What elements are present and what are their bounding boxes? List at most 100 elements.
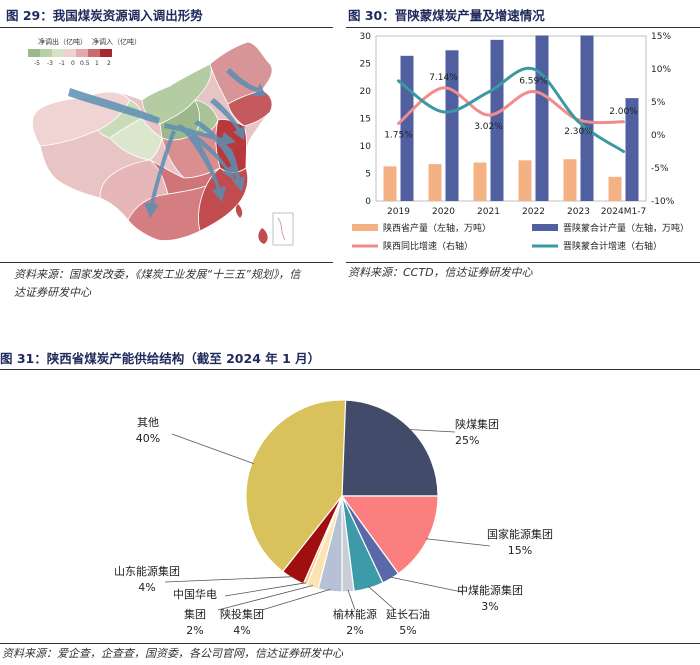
legend-swatches — [28, 49, 112, 57]
line-total-growth — [397, 66, 625, 153]
south-sea-inset — [272, 212, 294, 246]
bar-shaanxi-2022 — [518, 160, 532, 201]
fig31-bottom-rule — [0, 643, 700, 644]
data-label: 3.02% — [474, 122, 503, 132]
x-axis-tick: 2020 — [432, 207, 455, 217]
x-axis-tick: 2022 — [522, 207, 545, 217]
line-shaanxi-growth — [397, 86, 625, 125]
slice-pct-label: 15% — [508, 544, 532, 557]
legend-label: 晋陕蒙合计增速（右轴） — [563, 240, 662, 252]
x-axis-tick: 2021 — [477, 207, 500, 217]
fig31-source: 资料来源：爱企查，企查查，国资委，各公司官网，信达证券研发中心 — [2, 647, 343, 660]
data-label: 1.75% — [384, 130, 413, 140]
fig29-top-rule — [0, 27, 333, 28]
leader-line — [164, 576, 294, 583]
bar-total-2019 — [400, 55, 414, 201]
fig30-source: 资料来源：CCTD，信达证券研发中心 — [348, 266, 533, 279]
slice-name-label: 榆林能源 — [333, 607, 377, 621]
fig30-bottom-rule — [346, 262, 700, 263]
data-label: 2.30% — [564, 127, 593, 137]
leader-line — [408, 429, 456, 433]
china-flow-map: 净调出（亿吨） 净调入（亿吨） -5 -3 -1 0 0.5 1 2 — [28, 37, 294, 246]
svg-text:1: 1 — [95, 60, 99, 67]
left-axis-tick: 30 — [360, 32, 372, 42]
legend-in-label: 净调入（亿吨） — [92, 37, 141, 46]
legend-label: 陕西省产量（左轴，万吨） — [383, 222, 491, 234]
svg-text:-5: -5 — [34, 60, 40, 67]
supply-structure-pie: 陕煤集团 25% 国家能源集团 15% 中煤能源集团 3% 延长石油 5% 榆林能源 2% 陕投集团… — [114, 399, 553, 637]
right-axis-tick: -5% — [651, 164, 669, 174]
data-label: 6.59% — [519, 77, 548, 87]
slice-name-label: 中国华电 — [173, 587, 217, 601]
slice-name-label: 其他 — [137, 416, 159, 429]
svg-text:2: 2 — [107, 60, 111, 67]
production-growth-chart: 1.75%7.14%3.02%6.59%2.30%2.00% 051015202… — [352, 32, 689, 252]
leader-line — [367, 586, 396, 611]
legend-swatch — [532, 224, 558, 231]
x-axis-tick: 2024M1-7 — [601, 207, 646, 217]
fig29-source: 资料来源：国家发改委，《煤炭工业发展“十三五”规划》，信 达证券研发中心 — [14, 268, 301, 299]
slice-pct-label: 4% — [233, 624, 250, 637]
bar-total-2021 — [490, 39, 504, 201]
pie-slice-0 — [341, 399, 439, 497]
svg-text:0.5: 0.5 — [80, 60, 90, 67]
slice-pct-label: 4% — [138, 581, 155, 594]
svg-text:-3: -3 — [47, 60, 53, 67]
right-axis-tick: 15% — [651, 32, 671, 42]
flow-arrows — [68, 68, 266, 218]
slice-pct-label: 25% — [455, 434, 479, 447]
bar-shaanxi-2024M1-7 — [608, 176, 622, 201]
leader-line — [171, 433, 254, 464]
legend-label: 晋陕蒙合计产量（左轴，万吨） — [563, 222, 689, 234]
leader-line — [224, 582, 306, 597]
fig31-title: 图 31：陕西省煤炭产能供给结构（截至 2024 年 1 月） — [0, 351, 321, 366]
left-axis-tick: 5 — [365, 170, 371, 180]
pie-slice-1 — [340, 495, 439, 575]
slice-pct-label: 3% — [481, 600, 498, 613]
right-axis-tick: -10% — [651, 197, 675, 207]
fig30-title: 图 30：晋陕蒙煤炭产量及增速情况 — [348, 8, 545, 23]
right-axis-tick: 5% — [651, 98, 666, 108]
fig31-top-rule — [0, 369, 700, 370]
leader-line — [217, 585, 314, 611]
data-label: 2.00% — [609, 107, 638, 117]
fig29-title: 图 29：我国煤炭资源调入调出形势 — [6, 8, 203, 23]
slice-name-label: 中煤能源集团 — [457, 583, 523, 597]
slice-name-label: 集团 — [184, 607, 206, 621]
left-axis-tick: 15 — [360, 115, 371, 125]
right-axis-tick: 10% — [651, 65, 671, 75]
legend-out-label: 净调出（亿吨） — [38, 37, 87, 46]
bar-shaanxi-2021 — [473, 162, 487, 201]
left-axis-tick: 10 — [360, 142, 372, 152]
slice-pct-label: 40% — [136, 432, 160, 445]
slice-name-label: 陕煤集团 — [455, 417, 499, 431]
legend-swatch — [352, 224, 378, 231]
slice-name-label: 国家能源集团 — [487, 527, 553, 541]
bar-total-2023 — [580, 35, 594, 202]
data-label: 7.14% — [429, 73, 458, 83]
bar-total-2024M1-7 — [625, 98, 639, 201]
fig30-top-rule — [346, 27, 700, 28]
leader-line — [347, 589, 356, 611]
bar-shaanxi-2023 — [563, 159, 577, 201]
left-axis-tick: 20 — [360, 87, 372, 97]
leader-line — [261, 588, 331, 611]
slice-name-label: 延长石油 — [386, 607, 430, 621]
left-axis-tick: 25 — [360, 60, 371, 70]
bar-total-2022 — [535, 35, 549, 202]
slice-name-label: 陕投集团 — [220, 607, 264, 621]
right-axis-tick: 0% — [651, 131, 666, 141]
plot-frame — [375, 35, 647, 202]
slice-pct-label: 2% — [346, 624, 363, 637]
fig29-bottom-rule — [0, 262, 333, 263]
bar-shaanxi-2020 — [428, 164, 442, 201]
leader-line — [389, 576, 463, 593]
slice-pct-label: 5% — [399, 624, 416, 637]
legend-ticks: -5 -3 -1 0 0.5 1 2 — [34, 60, 111, 67]
leader-line — [425, 538, 491, 547]
china-map-regions — [31, 41, 273, 244]
slice-name-label: 山东能源集团 — [114, 564, 180, 578]
slice-pct-label: 2% — [186, 624, 203, 637]
legend-label: 陕西同比增速（右轴） — [383, 240, 473, 252]
left-axis-tick: 0 — [365, 197, 371, 207]
